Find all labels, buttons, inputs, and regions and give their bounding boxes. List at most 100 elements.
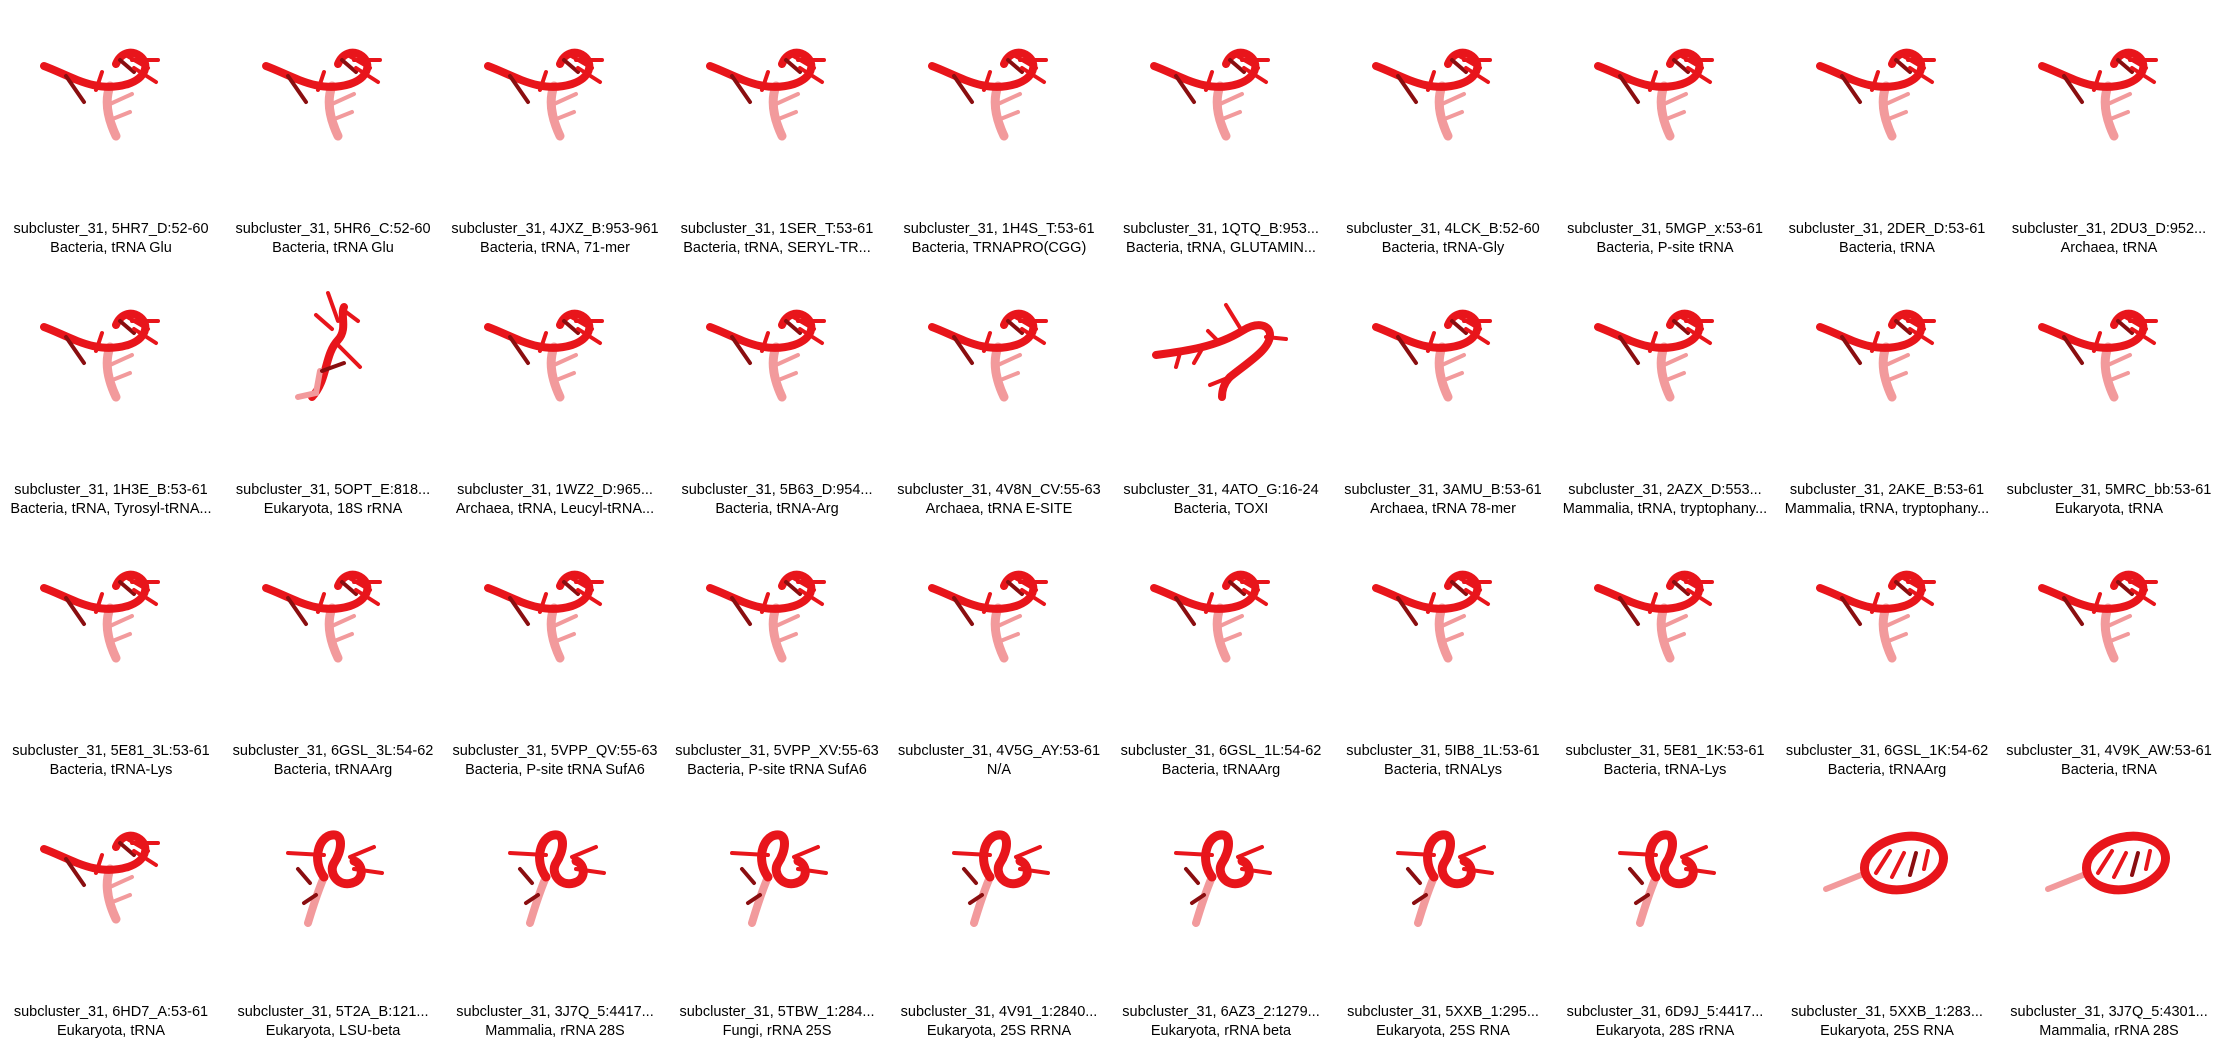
rna-structure-thumbnail bbox=[40, 831, 160, 924]
structure-tile[interactable]: subcluster_31, 5VPP_XV:55-63 Bacteria, P-… bbox=[666, 522, 888, 782]
structure-label: subcluster_31, 5XXB_1:295... bbox=[1347, 1004, 1539, 1020]
rna-structure-thumbnail bbox=[1372, 48, 1492, 141]
structure-tile[interactable]: subcluster_31, 4V5G_AY:53-61 N/A bbox=[888, 522, 1110, 782]
structure-tile[interactable]: subcluster_31, 4V91_1:2840... Eukaryota, … bbox=[888, 783, 1110, 1043]
structure-tile[interactable]: subcluster_31, 6GSL_1K:54-62 Bacteria, tR… bbox=[1776, 522, 1998, 782]
structure-tile[interactable]: subcluster_31, 4JXZ_B:953-961 Bacteria, t… bbox=[444, 0, 666, 260]
structure-description: Bacteria, tRNA-Lys bbox=[1603, 762, 1727, 778]
rna-structure-thumbnail bbox=[1816, 48, 1936, 141]
structure-label: subcluster_31, 2AKE_B:53-61 bbox=[1789, 482, 1985, 498]
structure-description: Bacteria, P-site tRNA SufA6 bbox=[687, 762, 867, 778]
structure-tile[interactable]: subcluster_31, 5VPP_QV:55-63 Bacteria, P-… bbox=[444, 522, 666, 782]
structure-label: subcluster_31, 5HR6_C:52-60 bbox=[235, 221, 431, 237]
structure-description: Mammalia, rRNA 28S bbox=[2039, 1023, 2179, 1039]
rna-structure-thumbnail bbox=[262, 570, 382, 663]
structure-label: subcluster_31, 4ATO_G:16-24 bbox=[1123, 482, 1319, 498]
structure-tile[interactable]: subcluster_31, 3J7Q_5:4301... Mammalia, r… bbox=[1998, 783, 2220, 1043]
structure-description: Archaea, tRNA bbox=[2060, 240, 2158, 256]
structure-description: Mammalia, tRNA, tryptophany... bbox=[1784, 501, 1990, 517]
structure-tile[interactable]: subcluster_31, 3J7Q_5:4417... Mammalia, r… bbox=[444, 783, 666, 1043]
structure-tile[interactable]: subcluster_31, 1H4S_T:53-61 Bacteria, TRN… bbox=[888, 0, 1110, 260]
structure-description: Eukaryota, 28S rRNA bbox=[1595, 1023, 1735, 1039]
structure-tile[interactable]: subcluster_31, 5HR6_C:52-60 Bacteria, tRN… bbox=[222, 0, 444, 260]
structure-label: subcluster_31, 5HR7_D:52-60 bbox=[13, 221, 209, 237]
structure-tile[interactable]: subcluster_31, 5TBW_1:284... Fungi, rRNA … bbox=[666, 783, 888, 1043]
structure-label: subcluster_31, 5XXB_1:283... bbox=[1791, 1004, 1983, 1020]
structure-label: subcluster_31, 2DU3_D:952... bbox=[2011, 221, 2207, 237]
structure-label: subcluster_31, 6HD7_A:53-61 bbox=[13, 1004, 209, 1020]
structure-tile[interactable]: subcluster_31, 1WZ2_D:965... Archaea, tRN… bbox=[444, 261, 666, 521]
structure-label: subcluster_31, 6D9J_5:4417... bbox=[1566, 1004, 1764, 1020]
rna-structure-thumbnail bbox=[40, 570, 160, 663]
rna-structure-thumbnail bbox=[484, 309, 604, 402]
structure-tile[interactable]: subcluster_31, 5MGP_x:53-61 Bacteria, P-s… bbox=[1554, 0, 1776, 260]
structure-tile[interactable]: subcluster_31, 4LCK_B:52-60 Bacteria, tRN… bbox=[1332, 0, 1554, 260]
structure-description: Bacteria, TRNAPRO(CGG) bbox=[911, 240, 1087, 256]
rna-structure-thumbnail bbox=[295, 291, 362, 401]
structure-label: subcluster_31, 5E81_3L:53-61 bbox=[12, 743, 210, 759]
structure-tile[interactable]: subcluster_31, 5HR7_D:52-60 Bacteria, tRN… bbox=[0, 0, 222, 260]
structure-tile[interactable]: subcluster_31, 1H3E_B:53-61 Bacteria, tRN… bbox=[0, 261, 222, 521]
structure-label: subcluster_31, 5IB8_1L:53-61 bbox=[1346, 743, 1540, 759]
structure-label: subcluster_31, 5B63_D:954... bbox=[681, 482, 873, 498]
structure-tile[interactable]: subcluster_31, 5MRC_bb:53-61 Eukaryota, t… bbox=[1998, 261, 2220, 521]
structure-tile[interactable]: subcluster_31, 4ATO_G:16-24 Bacteria, TOX… bbox=[1110, 261, 1332, 521]
rna-structure-thumbnail bbox=[40, 48, 160, 141]
structure-tile[interactable]: subcluster_31, 2DER_D:53-61 Bacteria, tRN… bbox=[1776, 0, 1998, 260]
structure-description: Archaea, tRNA 78-mer bbox=[1370, 501, 1516, 517]
structure-tile[interactable]: subcluster_31, 5XXB_1:283... Eukaryota, 2… bbox=[1776, 783, 1998, 1043]
structure-description: Bacteria, tRNA-Gly bbox=[1381, 240, 1505, 256]
structure-description: Bacteria, P-site tRNA SufA6 bbox=[465, 762, 645, 778]
rna-structure-thumbnail bbox=[484, 570, 604, 663]
structure-label: subcluster_31, 4LCK_B:52-60 bbox=[1346, 221, 1540, 237]
rna-structure-thumbnail bbox=[1396, 830, 1494, 927]
rna-structure-thumbnail bbox=[1823, 831, 1948, 895]
structure-description: Eukaryota, tRNA bbox=[57, 1023, 165, 1039]
structure-tile[interactable]: subcluster_31, 6HD7_A:53-61 Eukaryota, tR… bbox=[0, 783, 222, 1043]
structure-label: subcluster_31, 5TBW_1:284... bbox=[679, 1004, 875, 1020]
structure-label: subcluster_31, 4V91_1:2840... bbox=[900, 1004, 1098, 1020]
structure-tile[interactable]: subcluster_31, 6D9J_5:4417... Eukaryota, … bbox=[1554, 783, 1776, 1043]
structure-description: Bacteria, tRNA bbox=[1839, 240, 1935, 256]
structure-tile[interactable]: subcluster_31, 6GSL_3L:54-62 Bacteria, tR… bbox=[222, 522, 444, 782]
structure-tile[interactable]: subcluster_31, 6GSL_1L:54-62 Bacteria, tR… bbox=[1110, 522, 1332, 782]
structure-tile[interactable]: subcluster_31, 5IB8_1L:53-61 Bacteria, tR… bbox=[1332, 522, 1554, 782]
structure-tile[interactable]: subcluster_31, 6AZ3_2:1279... Eukaryota, … bbox=[1110, 783, 1332, 1043]
structure-label: subcluster_31, 1WZ2_D:965... bbox=[457, 482, 653, 498]
structure-tile[interactable]: subcluster_31, 5E81_3L:53-61 Bacteria, tR… bbox=[0, 522, 222, 782]
structure-description: Bacteria, tRNA, 71-mer bbox=[480, 240, 630, 256]
structure-tile[interactable]: subcluster_31, 4V8N_CV:55-63 Archaea, tRN… bbox=[888, 261, 1110, 521]
structure-tile[interactable]: subcluster_31, 5T2A_B:121... Eukaryota, L… bbox=[222, 783, 444, 1043]
structure-label: subcluster_31, 3J7Q_5:4417... bbox=[456, 1004, 654, 1020]
structure-description: N/A bbox=[986, 762, 1012, 778]
structure-tile[interactable]: subcluster_31, 2DU3_D:952... Archaea, tRN… bbox=[1998, 0, 2220, 260]
structure-tile[interactable]: subcluster_31, 1SER_T:53-61 Bacteria, tRN… bbox=[666, 0, 888, 260]
structure-tile[interactable]: subcluster_31, 5OPT_E:818... Eukaryota, 1… bbox=[222, 261, 444, 521]
rna-structure-thumbnail bbox=[2045, 831, 2170, 895]
structure-label: subcluster_31, 5VPP_XV:55-63 bbox=[675, 743, 879, 759]
structure-label: subcluster_31, 5E81_1K:53-61 bbox=[1565, 743, 1765, 759]
structure-label: subcluster_31, 6GSL_3L:54-62 bbox=[232, 743, 434, 759]
structure-tile[interactable]: subcluster_31, 5B63_D:954... Bacteria, tR… bbox=[666, 261, 888, 521]
structure-label: subcluster_31, 1QTQ_B:953... bbox=[1123, 221, 1319, 237]
structure-tile[interactable]: subcluster_31, 2AZX_D:553... Mammalia, tR… bbox=[1554, 261, 1776, 521]
rna-structure-thumbnail bbox=[2038, 570, 2158, 663]
rna-structure-thumbnail bbox=[1618, 830, 1716, 927]
structure-tile[interactable]: subcluster_31, 5XXB_1:295... Eukaryota, 2… bbox=[1332, 783, 1554, 1043]
structure-tile[interactable]: subcluster_31, 4V9K_AW:53-61 Bacteria, tR… bbox=[1998, 522, 2220, 782]
structure-description: Bacteria, tRNA-Lys bbox=[49, 762, 173, 778]
structure-description: Eukaryota, 18S rRNA bbox=[263, 501, 403, 517]
structure-label: subcluster_31, 4V8N_CV:55-63 bbox=[897, 482, 1101, 498]
structure-tile[interactable]: subcluster_31, 5E81_1K:53-61 Bacteria, tR… bbox=[1554, 522, 1776, 782]
rna-structure-thumbnail bbox=[1594, 48, 1714, 141]
structure-description: Eukaryota, 25S RRNA bbox=[926, 1023, 1072, 1039]
rna-structure-thumbnail bbox=[484, 48, 604, 141]
structure-tile[interactable]: subcluster_31, 3AMU_B:53-61 Archaea, tRNA… bbox=[1332, 261, 1554, 521]
structure-label: subcluster_31, 5T2A_B:121... bbox=[237, 1004, 429, 1020]
structure-label: subcluster_31, 5OPT_E:818... bbox=[235, 482, 431, 498]
structure-label: subcluster_31, 6GSL_1L:54-62 bbox=[1120, 743, 1322, 759]
rna-structure-thumbnail bbox=[928, 570, 1048, 663]
structure-tile[interactable]: subcluster_31, 2AKE_B:53-61 Mammalia, tRN… bbox=[1776, 261, 1998, 521]
rna-structure-thumbnail bbox=[2038, 309, 2158, 402]
structure-tile[interactable]: subcluster_31, 1QTQ_B:953... Bacteria, tR… bbox=[1110, 0, 1332, 260]
